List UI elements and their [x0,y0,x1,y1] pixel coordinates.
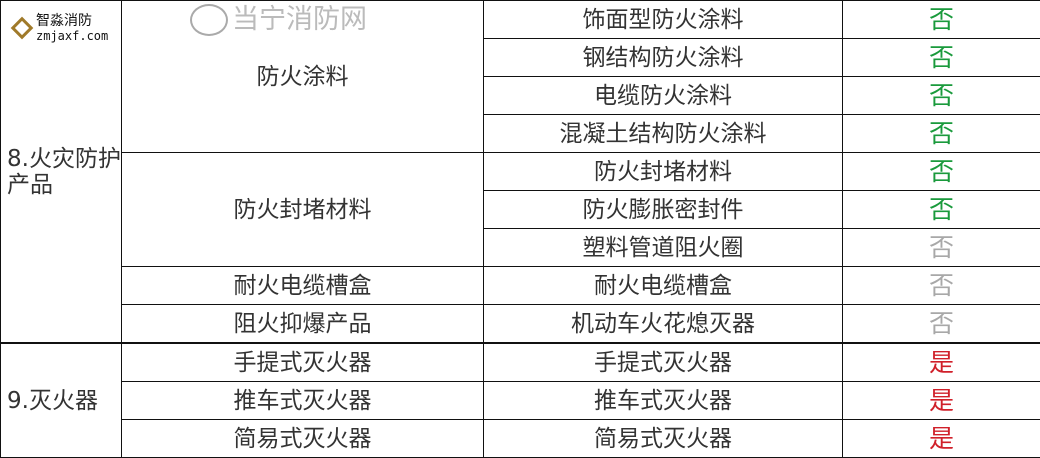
watermark: 当宁消防网 [190,4,367,36]
product-cell: 机动车火花熄灭器 [484,305,843,344]
brand-name: 智淼消防 [36,14,108,29]
category-cell: 8.火灾防护产品 [1,1,122,344]
status-cell: 否 [843,77,1040,115]
product-cell: 防火封堵材料 [484,153,843,191]
status-cell: 是 [843,382,1040,420]
table-row: 9.灭火器手提式灭火器手提式灭火器是 [1,343,1040,382]
status-cell: 否 [843,229,1040,267]
status-cell: 否 [843,153,1040,191]
status-cell: 是 [843,343,1040,382]
category-cell: 9.灭火器 [1,343,122,458]
product-cell: 简易式灭火器 [484,420,843,458]
product-cell: 饰面型防火涂料 [484,1,843,39]
subcategory-cell: 防火封堵材料 [122,153,484,267]
subcategory-cell: 手提式灭火器 [122,343,484,382]
product-cell: 耐火电缆槽盒 [484,267,843,305]
watermark-text: 当宁消防网 [232,5,367,35]
table-row: 耐火电缆槽盒耐火电缆槽盒否 [1,267,1040,305]
status-cell: 否 [843,115,1040,153]
status-cell: 否 [843,191,1040,229]
status-cell: 否 [843,305,1040,344]
product-cell: 钢结构防火涂料 [484,39,843,77]
subcategory-cell: 阻火抑爆产品 [122,305,484,344]
status-cell: 否 [843,39,1040,77]
status-cell: 否 [843,267,1040,305]
status-cell: 否 [843,1,1040,39]
table-row: 推车式灭火器推车式灭火器是 [1,382,1040,420]
product-cell: 电缆防火涂料 [484,77,843,115]
table-row: 阻火抑爆产品机动车火花熄灭器否 [1,305,1040,344]
product-cell: 混凝土结构防火涂料 [484,115,843,153]
brand-watermark: 智淼消防 zmjaxf.com [36,14,108,44]
product-cell: 防火膨胀密封件 [484,191,843,229]
product-cell: 推车式灭火器 [484,382,843,420]
subcategory-cell: 耐火电缆槽盒 [122,267,484,305]
product-cell: 手提式灭火器 [484,343,843,382]
subcategory-cell: 推车式灭火器 [122,382,484,420]
table-row: 防火封堵材料防火封堵材料否 [1,153,1040,191]
subcategory-cell: 简易式灭火器 [122,420,484,458]
wechat-icon [190,4,228,36]
brand-url: zmjaxf.com [36,29,108,44]
status-cell: 是 [843,420,1040,458]
table-row: 简易式灭火器简易式灭火器是 [1,420,1040,458]
table-row: 8.火灾防护产品防火涂料饰面型防火涂料否 [1,1,1040,39]
product-cell: 塑料管道阻火圈 [484,229,843,267]
